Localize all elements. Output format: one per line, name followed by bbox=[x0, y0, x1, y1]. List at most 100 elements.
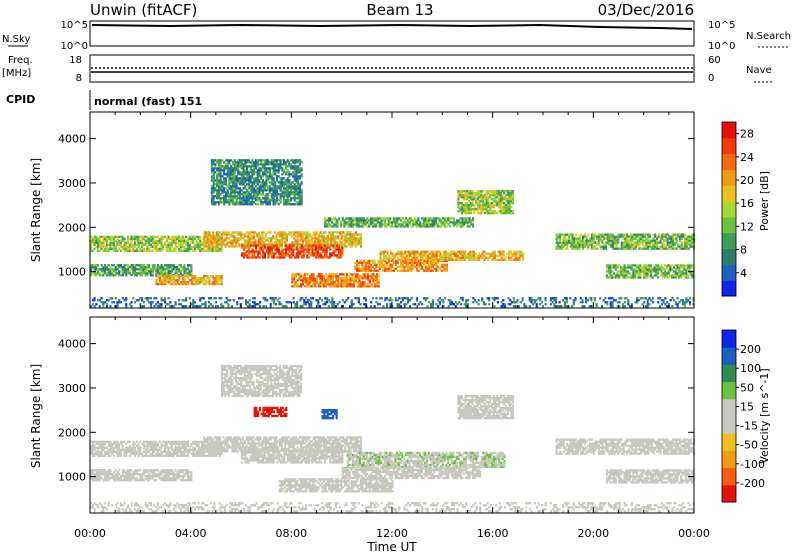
data-cell bbox=[300, 183, 303, 186]
data-cell bbox=[253, 252, 256, 255]
data-cell bbox=[654, 241, 657, 244]
data-cell bbox=[130, 243, 133, 246]
data-cell bbox=[571, 241, 574, 244]
data-cell bbox=[247, 183, 250, 186]
data-cell bbox=[392, 219, 395, 222]
data-cell bbox=[522, 258, 525, 261]
data-cell bbox=[331, 285, 334, 288]
data-cell bbox=[205, 231, 208, 234]
data-cell bbox=[320, 248, 323, 251]
data-cell bbox=[387, 265, 390, 268]
data-cell bbox=[284, 239, 287, 242]
data-cell bbox=[457, 190, 460, 193]
data-cell bbox=[345, 241, 348, 244]
data-cell bbox=[132, 272, 135, 275]
data-cell bbox=[371, 225, 374, 228]
data-cell bbox=[137, 235, 140, 238]
data-cell bbox=[297, 195, 300, 198]
data-cell bbox=[439, 256, 442, 259]
data-cell bbox=[430, 267, 433, 270]
data-cell bbox=[412, 254, 415, 257]
data-cell bbox=[330, 235, 333, 238]
data-cell bbox=[408, 261, 411, 264]
data-cell bbox=[142, 270, 145, 273]
data-cell bbox=[468, 190, 471, 193]
data-cell bbox=[375, 225, 378, 228]
data-cell bbox=[237, 177, 240, 180]
data-cell bbox=[130, 266, 133, 269]
data-cell bbox=[210, 169, 213, 172]
data-cell bbox=[132, 243, 135, 246]
data-cell bbox=[482, 194, 485, 197]
data-cell bbox=[634, 233, 637, 236]
data-cell bbox=[508, 206, 511, 209]
data-cell bbox=[629, 237, 632, 240]
data-cell bbox=[473, 208, 476, 211]
data-cell bbox=[171, 282, 174, 286]
data-cell bbox=[265, 181, 268, 184]
nsky-tick-high: 10^5 bbox=[61, 20, 88, 31]
data-cell bbox=[197, 279, 200, 282]
data-cell bbox=[93, 266, 96, 269]
data-cell bbox=[322, 246, 325, 249]
data-cell bbox=[172, 268, 175, 271]
data-cell bbox=[258, 252, 261, 255]
data-cell bbox=[414, 265, 417, 268]
data-cell bbox=[446, 254, 449, 257]
data-cell bbox=[260, 189, 263, 192]
data-cell bbox=[230, 165, 233, 168]
data-cell bbox=[375, 219, 378, 222]
data-cell bbox=[249, 244, 252, 247]
data-cell bbox=[589, 241, 592, 244]
data-cell bbox=[466, 198, 469, 201]
data-cell bbox=[155, 235, 158, 238]
data-cell bbox=[653, 268, 656, 271]
data-cell bbox=[310, 275, 313, 278]
data-cell bbox=[276, 246, 279, 249]
data-cell bbox=[125, 241, 128, 244]
data-cell bbox=[621, 276, 624, 279]
data-cell bbox=[281, 254, 284, 257]
data-cell bbox=[338, 219, 341, 222]
data-cell bbox=[409, 250, 412, 253]
data-cell bbox=[590, 235, 593, 238]
data-cell bbox=[492, 206, 495, 209]
data-cell bbox=[473, 206, 476, 209]
data-cell bbox=[367, 285, 370, 288]
data-cell bbox=[680, 235, 683, 238]
data-cell bbox=[366, 225, 369, 228]
data-cell bbox=[559, 233, 562, 236]
data-cell bbox=[123, 268, 126, 271]
data-cell bbox=[227, 237, 230, 240]
data-cell bbox=[660, 270, 663, 273]
data-cell bbox=[223, 191, 226, 194]
data-cell bbox=[114, 245, 117, 248]
data-cell bbox=[160, 270, 163, 273]
data-cell bbox=[326, 241, 329, 244]
data-cell bbox=[269, 246, 272, 249]
data-cell bbox=[226, 171, 229, 174]
data-cell bbox=[260, 163, 263, 166]
data-cell bbox=[247, 171, 250, 174]
data-cell bbox=[266, 237, 269, 240]
data-cell bbox=[587, 243, 590, 246]
data-cell bbox=[345, 283, 348, 286]
data-cell bbox=[156, 243, 159, 246]
data-cell bbox=[664, 247, 667, 250]
data-cell bbox=[281, 193, 284, 196]
data-cell bbox=[125, 274, 128, 277]
data-cell bbox=[371, 217, 374, 220]
data-cell bbox=[597, 233, 600, 236]
data-cell bbox=[661, 241, 664, 244]
data-cell bbox=[482, 196, 485, 199]
data-cell bbox=[164, 275, 167, 278]
data-cell bbox=[564, 239, 567, 242]
data-cell bbox=[111, 272, 114, 275]
data-cell bbox=[478, 192, 481, 195]
data-cell bbox=[275, 237, 278, 240]
data-cell bbox=[356, 277, 359, 280]
data-cell bbox=[444, 267, 447, 270]
data-cell bbox=[268, 175, 271, 178]
data-cell bbox=[511, 258, 514, 261]
data-cell bbox=[279, 189, 282, 192]
